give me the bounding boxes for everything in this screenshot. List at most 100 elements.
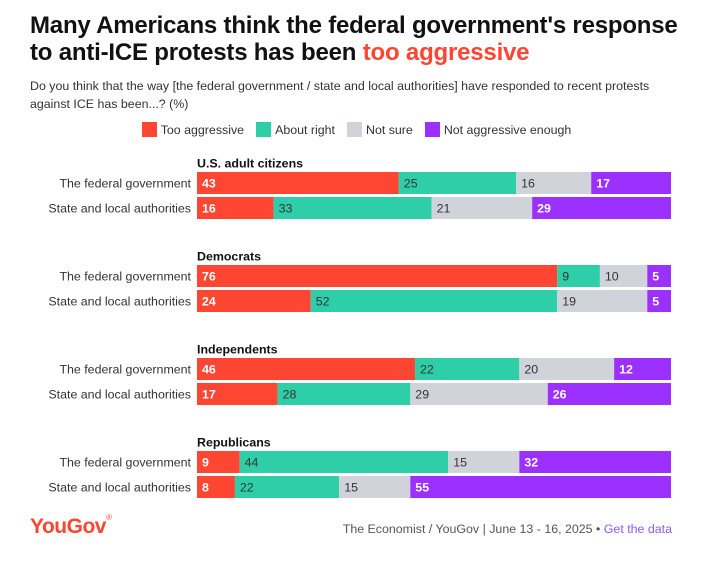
- title-highlight: too aggressive: [362, 39, 530, 66]
- row-label: State and local authorities: [48, 480, 191, 494]
- data-label: 9: [562, 269, 569, 283]
- legend-item-about-right: About right: [256, 122, 335, 137]
- bar-segment: [448, 451, 520, 473]
- bar-segment: [234, 476, 340, 498]
- source-note: The Economist / YouGov | June 13 - 16, 2…: [343, 522, 672, 536]
- chart-subtitle: Do you think that the way [the federal g…: [30, 79, 650, 111]
- bar-segment: [557, 265, 600, 287]
- data-label: 32: [524, 455, 538, 469]
- yougov-logo: YouGov®: [30, 513, 112, 539]
- bar-segment: [277, 383, 411, 405]
- get-data-link[interactable]: Get the data: [603, 522, 672, 536]
- bar-segment: [557, 290, 648, 312]
- legend-swatch: [141, 122, 157, 137]
- data-label: 26: [553, 387, 567, 401]
- data-label: 17: [596, 176, 610, 190]
- bar-segment: [197, 290, 311, 312]
- bar-segment: [197, 383, 278, 405]
- data-label: 5: [652, 294, 659, 308]
- data-label: 16: [202, 201, 216, 215]
- bar-segment: [273, 197, 432, 219]
- group-header: Independents: [197, 342, 278, 356]
- bar-segment: [410, 476, 671, 498]
- data-label: 22: [240, 480, 254, 494]
- data-label: 76: [202, 269, 216, 283]
- group-header: U.S. adult citizens: [197, 156, 303, 170]
- data-label: 10: [605, 269, 619, 283]
- row-label: The federal government: [59, 455, 191, 469]
- bar-segment: [532, 197, 671, 219]
- legend-swatch: [347, 122, 362, 137]
- data-label: 20: [524, 362, 538, 376]
- bar-segment: [647, 290, 671, 312]
- bar-segment: [415, 358, 520, 380]
- data-label: 8: [202, 480, 209, 494]
- group-header: Republicans: [197, 435, 271, 449]
- bar-segment: [197, 265, 558, 287]
- bar-segment: [197, 197, 274, 219]
- legend-swatch: [424, 122, 440, 137]
- legend-swatch: [256, 122, 272, 137]
- chart-title: Many Americans think the federal governm…: [30, 12, 690, 66]
- legend: Too aggressive About right Not sure Not …: [0, 122, 713, 137]
- logo-mark: ®: [105, 513, 112, 522]
- bar-segment: [516, 172, 592, 194]
- bar-segment: [547, 383, 671, 405]
- legend-label: Not aggressive enough: [443, 122, 572, 137]
- bar-segment: [197, 451, 240, 473]
- legend-item-too-aggressive: Too aggressive: [141, 122, 245, 137]
- bar-segment: [339, 476, 411, 498]
- data-label: 29: [537, 201, 551, 215]
- bar-segment: [239, 451, 449, 473]
- data-label: 52: [316, 294, 330, 308]
- legend-label: Too aggressive: [160, 122, 245, 137]
- bar-segment: [197, 172, 399, 194]
- bar-segment: [519, 358, 615, 380]
- data-label: 29: [415, 387, 429, 401]
- data-label: 33: [279, 201, 293, 215]
- row-label: The federal government: [59, 176, 191, 190]
- data-label: 9: [202, 455, 209, 469]
- row-label: State and local authorities: [48, 294, 191, 308]
- data-label: 17: [202, 387, 216, 401]
- data-label: 19: [562, 294, 576, 308]
- legend-item-not-sure: Not sure: [347, 122, 413, 137]
- bar-segment: [591, 172, 671, 194]
- data-label: 22: [420, 362, 434, 376]
- data-label: 25: [404, 176, 418, 190]
- row-label: State and local authorities: [48, 387, 191, 401]
- bar-segment: [410, 383, 548, 405]
- data-label: 16: [521, 176, 535, 190]
- bar-segment: [310, 290, 558, 312]
- bar-segment: [398, 172, 517, 194]
- bar-segment: [431, 197, 533, 219]
- data-label: 12: [619, 362, 633, 376]
- legend-label: About right: [275, 122, 335, 137]
- bar-segment: [197, 358, 416, 380]
- data-label: 15: [453, 455, 467, 469]
- row-label: The federal government: [59, 362, 191, 376]
- bar-segment: [599, 265, 648, 287]
- data-label: 15: [344, 480, 358, 494]
- bar-segment: [614, 358, 671, 380]
- legend-label: Not sure: [366, 122, 413, 137]
- data-label: 24: [202, 294, 216, 308]
- logo-text: YouGov: [30, 515, 106, 538]
- data-label: 55: [415, 480, 429, 494]
- row-label: State and local authorities: [48, 201, 191, 215]
- data-label: 46: [202, 362, 216, 376]
- group-header: Democrats: [197, 249, 261, 263]
- data-label: 43: [202, 176, 216, 190]
- source-text: The Economist / YouGov | June 13 - 16, 2…: [342, 522, 604, 536]
- title-main: Many Americans think the federal governm…: [30, 12, 678, 66]
- data-label: 5: [652, 269, 659, 283]
- data-label: 44: [245, 455, 259, 469]
- data-label: 28: [283, 387, 297, 401]
- data-label: 21: [437, 201, 451, 215]
- row-label: The federal government: [59, 269, 191, 283]
- bar-segment: [519, 451, 671, 473]
- legend-item-not-aggressive-enough: Not aggressive enough: [424, 122, 572, 137]
- bar-segment: [647, 265, 671, 287]
- bar-segment: [197, 476, 235, 498]
